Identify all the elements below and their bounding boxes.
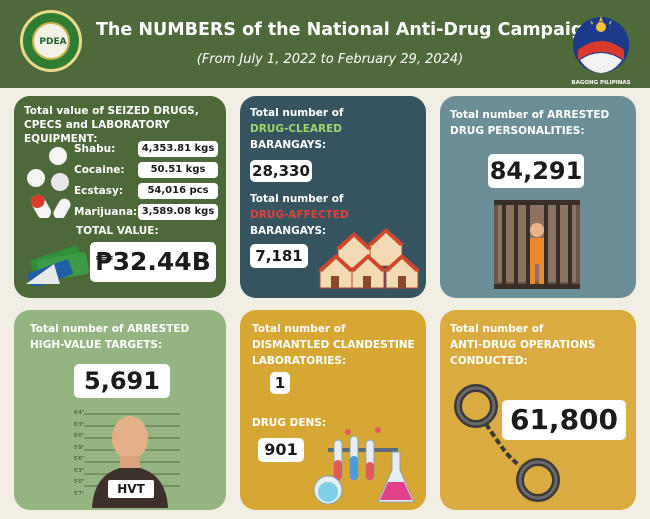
cocaine-value: 50.51 kgs bbox=[138, 162, 218, 178]
handcuffs-icon bbox=[454, 384, 560, 502]
header: PDEA The NUMBERS of the National Anti-Dr… bbox=[0, 0, 650, 88]
height-mark: 5'7" bbox=[74, 490, 85, 497]
dens-label: DRUG DENS: bbox=[252, 417, 327, 429]
labs-label-2: DISMANTLED CLANDESTINE bbox=[252, 339, 415, 351]
cleared-suffix: BARANGAYS: bbox=[250, 139, 327, 151]
shabu-value: 4,353.81 kgs bbox=[138, 141, 218, 157]
operations-label-1: Total number of bbox=[450, 323, 544, 335]
arrested-value: 84,291 bbox=[488, 154, 584, 188]
seized-label: Total value of SEIZED DRUGS, CPECS and L… bbox=[24, 105, 199, 145]
affected-prefix: Total number of bbox=[250, 193, 344, 205]
hvt-card: Total number of ARRESTED HIGH-VALUE TARG… bbox=[14, 310, 226, 510]
labs-card: Total number of DISMANTLED CLANDESTINE L… bbox=[240, 310, 426, 510]
hvt-label-2: HIGH-VALUE TARGETS: bbox=[30, 339, 163, 351]
money-icon bbox=[26, 245, 90, 286]
operations-card: Total number of ANTI-DRUG OPERATIONS CON… bbox=[440, 310, 636, 510]
lab-equipment-icon bbox=[313, 427, 415, 505]
affected-value: 7,181 bbox=[250, 244, 308, 268]
hvt-label-1: Total number of ARRESTED bbox=[30, 323, 190, 335]
operations-label-2: ANTI-DRUG OPERATIONS bbox=[450, 339, 596, 351]
ecstasy-label: Ecstasy: bbox=[74, 185, 124, 197]
operations-value: 61,800 bbox=[502, 400, 626, 440]
total-value: ₱32.44B bbox=[90, 242, 216, 282]
operations-label-3: CONDUCTED: bbox=[450, 355, 528, 367]
bagong-pilipinas-logo: BAGONG PILIPINAS bbox=[570, 14, 632, 86]
ecstasy-value: 54,016 pcs bbox=[138, 183, 218, 199]
total-value-label: TOTAL VALUE: bbox=[76, 225, 159, 237]
cocaine-label: Cocaine: bbox=[74, 164, 125, 176]
cleared-highlight: DRUG-CLEARED bbox=[250, 123, 342, 135]
arrested-label-1: Total number of ARRESTED bbox=[450, 109, 610, 121]
labs-label-1: Total number of bbox=[252, 323, 346, 335]
hvt-badge: HVT bbox=[108, 480, 154, 498]
height-mark: 5'3" bbox=[74, 467, 85, 474]
labs-label-3: LABORATORIES: bbox=[252, 355, 347, 367]
houses-icon bbox=[318, 228, 420, 289]
cleared-value: 28,330 bbox=[250, 160, 312, 182]
marijuana-label: Marijuana: bbox=[74, 206, 138, 218]
height-mark: 5'9" bbox=[74, 444, 85, 451]
affected-highlight: DRUG-AFFECTED bbox=[250, 209, 349, 221]
pills-icon bbox=[27, 147, 71, 218]
arrested-card: Total number of ARRESTED DRUG PERSONALIT… bbox=[440, 96, 636, 298]
affected-suffix: BARANGAYS: bbox=[250, 225, 327, 237]
shabu-label: Shabu: bbox=[74, 143, 116, 155]
height-mark: 6'3" bbox=[74, 421, 85, 428]
height-mark: 6'4" bbox=[74, 410, 85, 416]
jail-icon bbox=[494, 200, 580, 289]
page-subtitle: (From July 1, 2022 to February 29, 2024) bbox=[196, 52, 464, 67]
height-mark: 5'0" bbox=[74, 479, 85, 485]
dens-value: 901 bbox=[258, 438, 304, 462]
barangays-card: Total number of DRUG-CLEARED BARANGAYS: … bbox=[240, 96, 426, 298]
pdea-logo-text: PDEA bbox=[39, 37, 67, 47]
cleared-prefix: Total number of bbox=[250, 107, 344, 119]
arrested-label-2: DRUG PERSONALITIES: bbox=[450, 125, 585, 137]
height-mark: 6'0" bbox=[74, 433, 85, 439]
pdea-logo: PDEA bbox=[20, 10, 82, 72]
labs-value: 1 bbox=[270, 372, 290, 394]
hvt-value: 5,691 bbox=[74, 364, 170, 398]
seized-drugs-card: Total value of SEIZED DRUGS, CPECS and L… bbox=[14, 96, 226, 298]
height-mark: 5'6" bbox=[74, 456, 85, 462]
marijuana-value: 3,589.08 kgs bbox=[138, 204, 218, 220]
page-title: The NUMBERS of the National Anti-Drug Ca… bbox=[96, 20, 596, 40]
height-chart: 6'4" 6'3" 6'0" 5'9" 5'6" 5'3" 5'0" 5'7" … bbox=[72, 408, 180, 508]
bagong-pilipinas-caption: BAGONG PILIPINAS bbox=[571, 80, 631, 86]
